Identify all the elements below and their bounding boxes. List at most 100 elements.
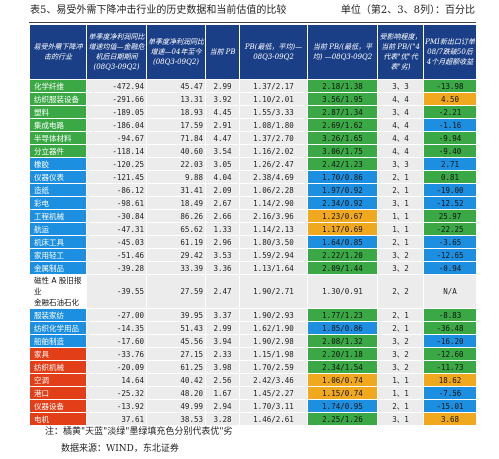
net-profit-growth-crisis-cell: -189.05 [86,105,147,119]
current-pb-cell: 2.99 [205,79,240,93]
table-row: 船舶制造 -17.60 45.56 3.94 1.90/2.98 2.08/1.32 3、2… [29,334,477,348]
pb-ratio-cell: 1.74/0.95 [307,399,378,413]
table-row: 仪器仪表 -121.45 9.88 4.04 2.38/4.69 1.70/0.86 2、1… [29,170,477,184]
net-profit-growth-since04-cell: 33.39 [146,261,206,275]
net-profit-growth-crisis-cell: -186.04 [86,118,147,132]
industry-cell: 空调 [29,373,87,387]
impact-rank-cell: 1、1 [377,373,424,387]
header-cell: 受影响程度，当前 PB/("4 代表"优"代表"劣) [377,24,424,80]
pb-low-avg-cell: 2.42/3.46 [239,373,308,387]
pmi-excess-return-cell: -15.01 [423,399,477,413]
current-pb-cell: 3.53 [205,248,240,262]
net-profit-growth-since04-cell: 39.95 [146,308,206,322]
impact-rank-cell: 4、4 [377,131,424,145]
pb-low-avg-cell: 1.62/1.90 [239,321,308,335]
net-profit-growth-since04-cell: 40.42 [146,373,206,387]
impact-rank-cell: 3、4 [377,105,424,119]
table-row: 仪器设备 -13.92 49.99 2.94 1.70/3.11 1.74/0.95 2、1… [29,399,477,413]
current-pb-cell: 2.96 [205,235,240,249]
table-title: 表5、易受外需下降冲击行业的历史数据和当前估值的比较 [30,5,287,16]
net-profit-growth-crisis-cell: -27.00 [86,308,147,322]
pb-low-avg-cell: 1.26/2.47 [239,157,308,171]
pb-low-avg-cell: 1.16/2.02 [239,144,308,158]
impact-rank-cell: 2、1 [377,235,424,249]
table-row: 机床工具 -45.03 61.19 2.96 1.80/3.50 1.64/0.85 2、1… [29,235,477,249]
industry-cell: 船舶制造 [29,334,87,348]
industry-cell: 机床工具 [29,235,87,249]
table-row: 纺织服装设备 -291.66 13.31 3.92 1.10/2.01 3.56/1.95… [29,92,477,106]
pmi-excess-return-cell: 25.97 [423,209,477,223]
pmi-excess-return-cell: 2.71 [423,157,477,171]
net-profit-growth-since04-cell: 51.43 [146,321,206,335]
pmi-excess-return-cell: -1.16 [423,118,477,132]
impact-rank-cell: 4、4 [377,92,424,106]
header-cell: 易受外需下降冲击的行业 [29,24,87,80]
net-profit-growth-crisis-cell: -121.45 [86,170,147,184]
pb-ratio-cell: 2.42/1.23 [307,157,378,171]
pmi-excess-return-cell: 0.81 [423,170,477,184]
pb-low-avg-cell: 1.90/2.71 [239,274,308,309]
net-profit-growth-since04-cell: 17.59 [146,118,206,132]
net-profit-growth-since04-cell: 18.93 [146,105,206,119]
industry-cell: 仪器仪表 [29,170,87,184]
net-profit-growth-since04-cell: 29.42 [146,248,206,262]
pmi-excess-return-cell: -9.94 [423,131,477,145]
pb-low-avg-cell: 1.10/2.01 [239,92,308,106]
pb-low-avg-cell: 1.90/2.93 [239,308,308,322]
pmi-excess-return-cell: -19.00 [423,183,477,197]
net-profit-growth-crisis-cell: -14.35 [86,321,147,335]
net-profit-growth-since04-cell: 27.59 [146,274,206,309]
header-cell: 当前 PB [205,24,240,80]
impact-rank-cell: 2、1 [377,321,424,335]
header-cell: 单季度净利润同比增速—04年至今 (08Q3-09Q2) [146,24,206,80]
impact-rank-cell: 4、4 [377,118,424,132]
current-pb-cell: 3.36 [205,261,240,275]
net-profit-growth-since04-cell: 40.60 [146,144,206,158]
industry-cell: 服装家纺 [29,308,87,322]
pmi-excess-return-cell: 3.68 [423,412,477,426]
pb-ratio-cell: 3.06/1.75 [307,144,378,158]
impact-rank-cell: 2、1 [377,170,424,184]
table-caption: 表5、易受外需下降冲击行业的历史数据和当前估值的比较 单位（第2、3、8列）：百… [0,0,499,22]
net-profit-growth-crisis-cell: 14.64 [86,373,147,387]
header-row: 易受外需下降冲击的行业 单季度净利润同比增速均值—金融危机后日期期间 (08Q3… [29,24,477,80]
pmi-excess-return-cell: -36.48 [423,321,477,335]
industry-cell: 半导体材料 [29,131,87,145]
pmi-excess-return-cell: -12.52 [423,196,477,210]
pmi-excess-return-cell: -2.21 [423,105,477,119]
pmi-excess-return-cell: 4.50 [423,92,477,106]
net-profit-growth-crisis-cell: -30.84 [86,209,147,223]
net-profit-growth-since04-cell: 61.25 [146,360,206,374]
net-profit-growth-crisis-cell: -17.60 [86,334,147,348]
pmi-excess-return-cell: -22.25 [423,222,477,236]
industry-cell: 仪器设备 [29,399,87,413]
current-pb-cell: 3.94 [205,334,240,348]
net-profit-growth-crisis-cell: -33.76 [86,347,147,361]
net-profit-growth-crisis-cell: -98.61 [86,196,147,210]
current-pb-cell: 2.33 [205,347,240,361]
current-pb-cell: 3.05 [205,157,240,171]
net-profit-growth-since04-cell: 45.56 [146,334,206,348]
impact-rank-cell: 1、1 [377,209,424,223]
pmi-excess-return-cell: -13.98 [423,79,477,93]
pb-low-avg-cell: 1.90/2.98 [239,334,308,348]
net-profit-growth-crisis-cell: -86.12 [86,183,147,197]
header-cell: PMI新出口订单 08/7跌破50后4个月超额收益 [423,24,477,80]
current-pb-cell: 4.04 [205,170,240,184]
impact-rank-cell: 3、3 [377,157,424,171]
pb-ratio-cell: 2.18/1.38 [307,79,378,93]
pb-ratio-cell: 1.23/0.67 [307,209,378,223]
impact-rank-cell: 3、1 [377,412,424,426]
net-profit-growth-crisis-cell: -45.03 [86,235,147,249]
pb-low-avg-cell: 1.55/3.33 [239,105,308,119]
pb-ratio-cell: 1.77/1.23 [307,308,378,322]
impact-rank-cell: 3、3 [377,79,424,93]
current-pb-cell: 1.67 [205,386,240,400]
current-pb-cell: 4.45 [205,105,240,119]
current-pb-cell: 2.99 [205,321,240,335]
pb-ratio-cell: 1.30/0.91 [307,274,378,309]
current-pb-cell: 3.37 [205,308,240,322]
current-pb-cell: 2.94 [205,399,240,413]
pb-low-avg-cell: 1.70/3.11 [239,399,308,413]
impact-rank-cell: 2、2 [377,274,424,309]
